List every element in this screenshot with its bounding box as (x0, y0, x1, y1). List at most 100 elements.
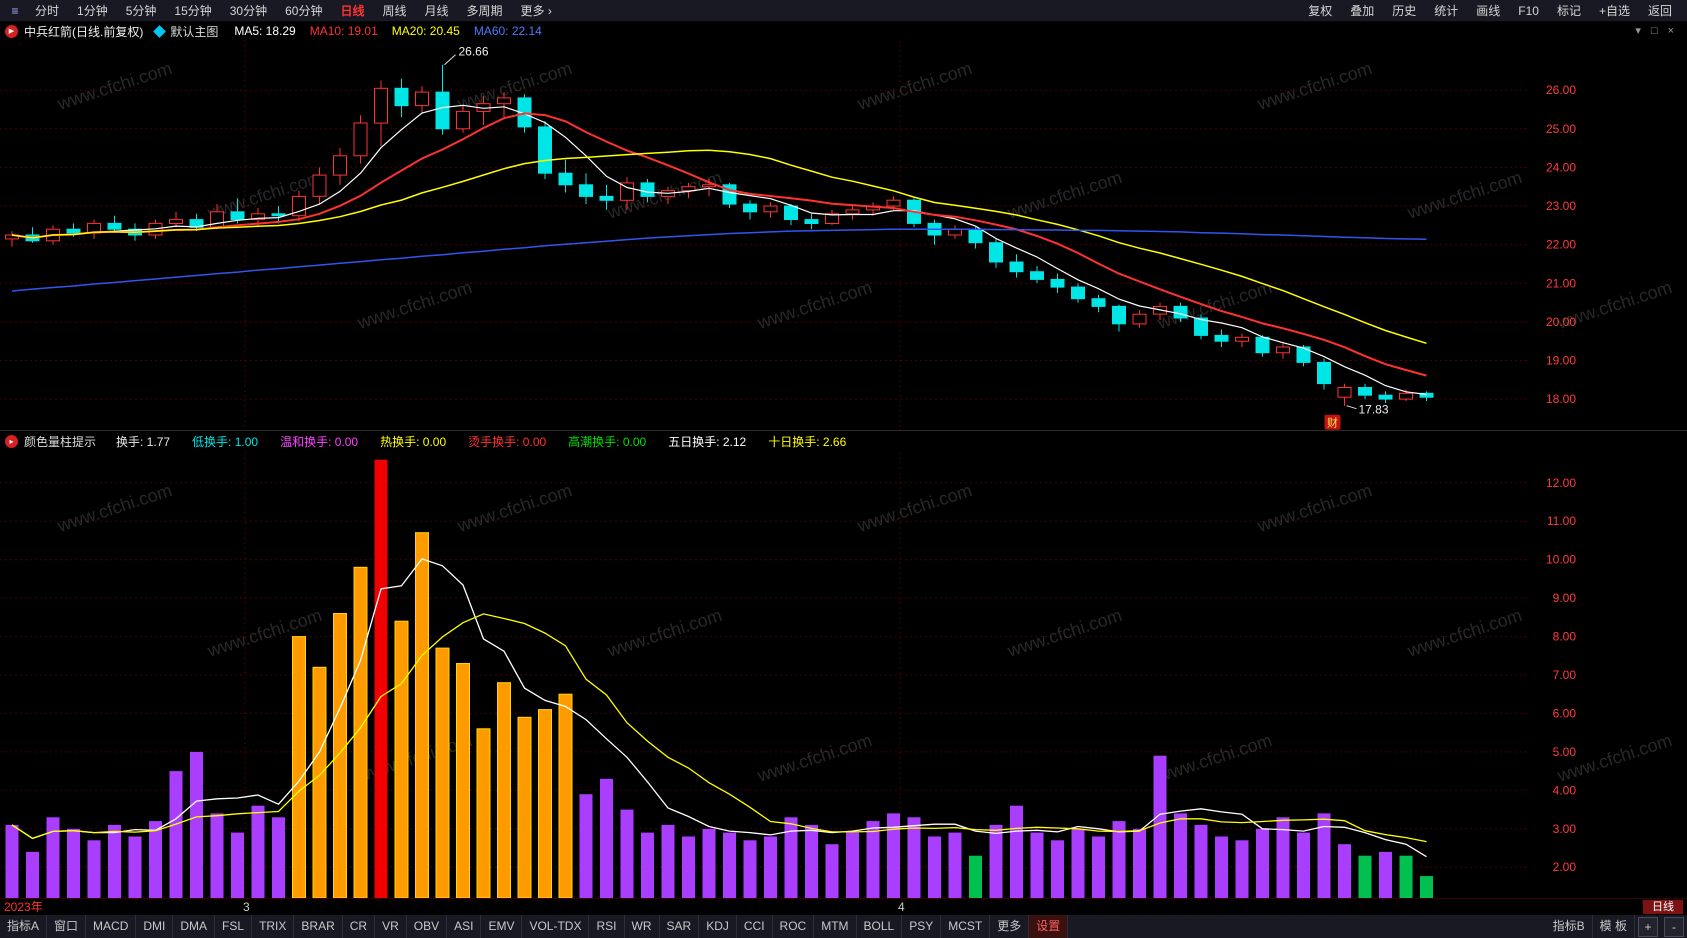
timeframe-item-1[interactable]: 1分钟 (77, 3, 108, 18)
indicator-field-3: 热换手: 0.00 (380, 435, 447, 449)
svg-text:18.00: 18.00 (1546, 392, 1576, 406)
svg-text:www.cfchi.com: www.cfchi.com (754, 730, 874, 786)
ma-label-3: MA60: 22.14 (473, 24, 542, 38)
toolbar-item-rsi[interactable]: RSI (589, 915, 625, 938)
toolbar-item-roc[interactable]: ROC (773, 915, 815, 938)
timeframe-item-10[interactable]: 更多 › (520, 3, 552, 18)
toolbar-item-fsl[interactable]: FSL (215, 915, 253, 938)
svg-text:25.00: 25.00 (1546, 122, 1576, 136)
menu-tool-3[interactable]: 统计 (1434, 3, 1459, 18)
indicator-buttons: 指标A 窗口 MACD DMI DMA FSL TRIX BRAR CR VR OBV ASI EMV V… (0, 915, 1069, 938)
svg-text:www.cfchi.com: www.cfchi.com (854, 58, 974, 114)
svg-text:19.00: 19.00 (1546, 354, 1576, 368)
toolbar-item--a[interactable]: 指标A (0, 915, 48, 938)
svg-text:8.00: 8.00 (1553, 630, 1577, 644)
toolbar-item-sar[interactable]: SAR (660, 915, 700, 938)
toolbar-item-trix[interactable]: TRIX (252, 915, 295, 938)
timeframe-item-3[interactable]: 15分钟 (174, 3, 212, 18)
toolbar-item-dmi[interactable]: DMI (136, 915, 174, 938)
toolbar-item--[interactable]: 窗口 (47, 915, 87, 938)
toolbar-item-macd[interactable]: MACD (86, 915, 137, 938)
menu-tool-7[interactable]: +自选 (1598, 3, 1630, 18)
svg-text:www.cfchi.com: www.cfchi.com (54, 58, 174, 114)
indicator-field-4: 烫手换手: 0.00 (468, 435, 547, 449)
timeframe-item-8[interactable]: 月线 (424, 3, 449, 18)
svg-text:2.00: 2.00 (1553, 860, 1577, 874)
panel-window-icons: ▾ □ × (1635, 22, 1682, 40)
indicator-values: 换手: 1.77 低换手: 1.00 温和换手: 0.00 热换手: 0.00 烫手换手… (116, 433, 868, 450)
toolbar-item-mtm[interactable]: MTM (814, 915, 857, 938)
indicator-toggle-icon[interactable]: ▸ (5, 435, 18, 448)
svg-text:www.cfchi.com: www.cfchi.com (1404, 605, 1524, 661)
volume-chart-panel[interactable]: 2.00 3.00 4.00 5.00 6.00 7.00 8.00 9.00 10.00 11.… (0, 452, 1687, 898)
toolbar-right-3[interactable]: - (1664, 916, 1684, 937)
main-chart-style-label[interactable]: 默认主图 (170, 24, 219, 39)
timeframe-item-5[interactable]: 60分钟 (285, 3, 323, 18)
ma-label-2: MA20: 20.45 (391, 24, 460, 38)
toolbar-item-mcst[interactable]: MCST (941, 915, 991, 938)
toolbar-item-cci[interactable]: CCI (737, 915, 773, 938)
svg-text:www.cfchi.com: www.cfchi.com (1404, 167, 1524, 223)
svg-text:www.cfchi.com: www.cfchi.com (354, 277, 474, 333)
toolbar-item-kdj[interactable]: KDJ (699, 915, 737, 938)
period-label: 日线 (1643, 900, 1683, 914)
top-menu-bar: ≡ 分时 1分钟 5分钟 15分钟 30分钟 60分钟 日线 周线 月线 多周期 更多 › 复权 叠加… (0, 0, 1687, 22)
volume-indicator-header: ▸ 颜色量柱提示 换手: 1.77 低换手: 1.00 温和换手: 0.00 热换手:… (0, 430, 1687, 452)
year-label: 2023年 (4, 900, 43, 914)
menu-tool-8[interactable]: 返回 (1647, 3, 1672, 18)
svg-text:www.cfchi.com: www.cfchi.com (854, 480, 974, 536)
toolbar-item-obv[interactable]: OBV (407, 915, 448, 938)
collapse-icon[interactable]: ▾ (1635, 25, 1641, 37)
timeframe-item-7[interactable]: 周线 (382, 3, 407, 18)
menu-tool-6[interactable]: 标记 (1556, 3, 1581, 18)
main-chart-style-icon[interactable] (153, 24, 167, 38)
toolbar-right-2[interactable]: + (1638, 916, 1658, 937)
toolbar-item-vr[interactable]: VR (375, 915, 407, 938)
indicator-field-7: 十日换手: 2.66 (768, 435, 847, 449)
timeframe-item-0[interactable]: 分时 (35, 3, 60, 18)
svg-text:www.cfchi.com: www.cfchi.com (454, 58, 574, 114)
toolbar-item--[interactable]: 更多 (990, 915, 1030, 938)
svg-text:6.00: 6.00 (1553, 706, 1577, 720)
toolbar-item-asi[interactable]: ASI (447, 915, 482, 938)
menu-tool-4[interactable]: 画线 (1476, 3, 1501, 18)
timeframe-item-2[interactable]: 5分钟 (125, 3, 157, 18)
candlestick-plot: 18.00 19.00 20.00 21.00 22.00 23.00 24.00 25.00… (0, 40, 1674, 430)
menu-tool-2[interactable]: 历史 (1392, 3, 1417, 18)
app-menu-icon[interactable]: ≡ (11, 3, 19, 18)
toolbar-item--[interactable]: 设置 (1029, 915, 1069, 938)
svg-text:www.cfchi.com: www.cfchi.com (454, 480, 574, 536)
toolbar-item-dma[interactable]: DMA (173, 915, 216, 938)
toolbar-item-emv[interactable]: EMV (481, 915, 523, 938)
timeframe-item-4[interactable]: 30分钟 (229, 3, 268, 18)
toolbar-right-1[interactable]: 模 板 (1593, 915, 1635, 938)
close-icon[interactable]: × (1667, 25, 1674, 37)
svg-text:11.00: 11.00 (1547, 514, 1576, 528)
svg-text:www.cfchi.com: www.cfchi.com (204, 605, 324, 661)
candlestick-chart-panel[interactable]: 18.00 19.00 20.00 21.00 22.00 23.00 24.00 25.00… (0, 40, 1687, 430)
toolbar-item-wr[interactable]: WR (625, 915, 660, 938)
indicator-field-2: 温和换手: 0.00 (280, 435, 359, 449)
timeframe-item-6[interactable]: 日线 (340, 3, 365, 18)
menu-tool-1[interactable]: 叠加 (1350, 3, 1375, 18)
svg-text:www.cfchi.com: www.cfchi.com (1004, 605, 1124, 661)
svg-text:www.cfchi.com: www.cfchi.com (1154, 730, 1274, 786)
toolbar-right-0[interactable]: 指标B (1546, 915, 1593, 938)
maximize-icon[interactable]: □ (1650, 25, 1658, 37)
svg-text:9.00: 9.00 (1553, 591, 1577, 605)
menu-tool-0[interactable]: 复权 (1308, 3, 1333, 18)
toolbar-right: 指标B 模 板 + - (1546, 915, 1687, 938)
indicator-name[interactable]: 颜色量柱提示 (24, 435, 97, 449)
svg-text:26.00: 26.00 (1546, 83, 1576, 97)
menu-tool-5[interactable]: F10 (1518, 3, 1539, 18)
svg-text:www.cfchi.com: www.cfchi.com (1254, 480, 1374, 536)
svg-text:24.00: 24.00 (1546, 160, 1576, 174)
svg-text:www.cfchi.com: www.cfchi.com (1004, 167, 1124, 223)
toolbar-item-brar[interactable]: BRAR (294, 915, 343, 938)
toolbar-item-vol-tdx[interactable]: VOL-TDX (522, 915, 590, 938)
toolbar-item-psy[interactable]: PSY (902, 915, 942, 938)
timeframe-item-9[interactable]: 多周期 (466, 3, 503, 18)
toolbar-item-cr[interactable]: CR (343, 915, 376, 938)
toolbar-item-boll[interactable]: BOLL (857, 915, 903, 938)
